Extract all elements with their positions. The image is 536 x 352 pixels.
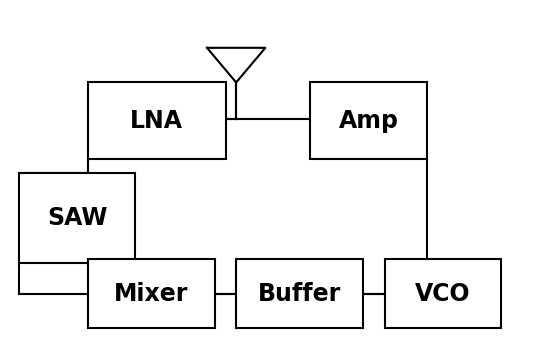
Text: SAW: SAW xyxy=(47,206,107,230)
FancyBboxPatch shape xyxy=(310,82,427,159)
Text: LNA: LNA xyxy=(130,108,183,133)
FancyBboxPatch shape xyxy=(236,259,363,328)
Text: Mixer: Mixer xyxy=(114,282,189,306)
FancyBboxPatch shape xyxy=(88,82,226,159)
FancyBboxPatch shape xyxy=(19,172,136,263)
Text: VCO: VCO xyxy=(415,282,471,306)
Text: Amp: Amp xyxy=(339,108,399,133)
FancyBboxPatch shape xyxy=(88,259,215,328)
Text: Buffer: Buffer xyxy=(258,282,341,306)
FancyBboxPatch shape xyxy=(385,259,501,328)
